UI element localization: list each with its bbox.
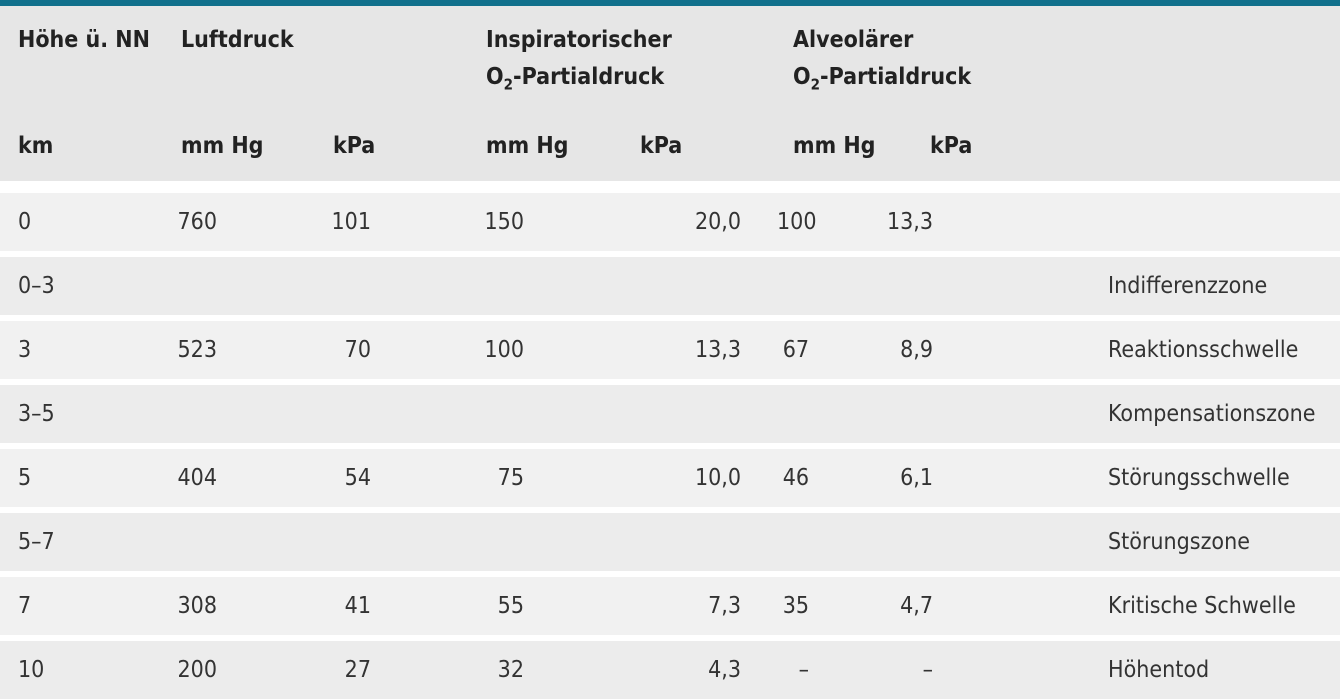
unit-insp-kpa: kPa xyxy=(539,110,778,187)
cell-km: 3–5 xyxy=(0,379,163,443)
cell-zone: Indifferenzzone xyxy=(1048,251,1340,315)
top-accent-bar xyxy=(0,0,1340,6)
unit-pressure-mmhg: mm Hg xyxy=(163,110,263,187)
table-row: 0–3 Indifferenzzone xyxy=(0,251,1340,315)
cell-zone: Kompensationszone xyxy=(1048,379,1340,443)
cell-alv-mmhg: 46 xyxy=(777,443,828,507)
table-row: 3 523 70 100 13,3 67 8,9 Reaktionsschwel… xyxy=(0,315,1340,379)
cell-pressure-mmhg xyxy=(163,251,233,315)
cell-pressure-kpa xyxy=(233,251,471,315)
cell-pressure-kpa: 54 xyxy=(233,443,471,507)
header-height: Höhe ü. NN xyxy=(0,6,163,110)
cell-insp-kpa xyxy=(539,251,778,315)
table-row: 0 760 101 150 20,0 100 13,3 xyxy=(0,187,1340,251)
cell-pressure-kpa xyxy=(233,507,471,571)
header-empty xyxy=(1048,6,1340,110)
cell-alv-mmhg xyxy=(777,507,828,571)
cell-pressure-mmhg: 200 xyxy=(163,635,233,699)
cell-alv-kpa xyxy=(827,251,1049,315)
cell-alv-kpa: 4,7 xyxy=(827,571,1049,635)
header-inspiratory: Inspiratorischer O2-Partialdruck xyxy=(471,6,778,110)
cell-pressure-kpa: 70 xyxy=(233,315,471,379)
unit-insp-mmhg: mm Hg xyxy=(471,110,568,187)
table-row: 3–5 Kompensationszone xyxy=(0,379,1340,443)
cell-zone: Störungszone xyxy=(1048,507,1340,571)
cell-insp-mmhg: 150 xyxy=(471,187,539,251)
cell-insp-kpa: 13,3 xyxy=(539,315,778,379)
cell-zone: Störungsschwelle xyxy=(1048,443,1340,507)
cell-insp-kpa: 4,3 xyxy=(539,635,778,699)
cell-km: 5 xyxy=(0,443,163,507)
cell-alv-mmhg: 35 xyxy=(777,571,828,635)
cell-alv-mmhg xyxy=(777,251,828,315)
cell-pressure-mmhg: 308 xyxy=(163,571,233,635)
cell-zone xyxy=(1048,187,1340,251)
altitude-table: Höhe ü. NN Luftdruck Inspiratorischer O2… xyxy=(0,6,1340,699)
cell-alv-mmhg: – xyxy=(777,635,828,699)
cell-pressure-kpa xyxy=(233,379,471,443)
cell-pressure-mmhg xyxy=(163,507,233,571)
cell-alv-kpa: 13,3 xyxy=(827,187,1049,251)
cell-alv-mmhg: 67 xyxy=(777,315,828,379)
cell-insp-mmhg: 100 xyxy=(471,315,539,379)
header-pressure: Luftdruck xyxy=(163,6,471,110)
cell-alv-kpa: 8,9 xyxy=(827,315,1049,379)
cell-insp-mmhg xyxy=(471,251,539,315)
cell-km: 5–7 xyxy=(0,507,163,571)
cell-alv-kpa xyxy=(827,379,1049,443)
cell-alv-kpa xyxy=(827,507,1049,571)
cell-km: 3 xyxy=(0,315,163,379)
cell-zone: Höhentod xyxy=(1048,635,1340,699)
unit-alv-mmhg: mm Hg xyxy=(777,110,875,187)
cell-pressure-kpa: 27 xyxy=(233,635,471,699)
unit-km: km xyxy=(0,110,163,187)
table-row: 5–7 Störungszone xyxy=(0,507,1340,571)
cell-pressure-mmhg xyxy=(163,379,233,443)
cell-insp-mmhg xyxy=(471,379,539,443)
cell-pressure-kpa: 41 xyxy=(233,571,471,635)
cell-km: 0–3 xyxy=(0,251,163,315)
cell-alv-mmhg: 100 xyxy=(777,187,828,251)
cell-insp-mmhg: 75 xyxy=(471,443,539,507)
cell-alv-kpa: – xyxy=(827,635,1049,699)
cell-alv-kpa: 6,1 xyxy=(827,443,1049,507)
cell-pressure-kpa: 101 xyxy=(233,187,471,251)
unit-pressure-kpa: kPa xyxy=(233,110,471,187)
cell-pressure-mmhg: 523 xyxy=(163,315,233,379)
cell-zone: Kritische Schwelle xyxy=(1048,571,1340,635)
cell-pressure-mmhg: 760 xyxy=(163,187,233,251)
table-row: 7 308 41 55 7,3 35 4,7 Kritische Schwell… xyxy=(0,571,1340,635)
cell-insp-kpa xyxy=(539,379,778,443)
cell-alv-mmhg xyxy=(777,379,828,443)
cell-km: 0 xyxy=(0,187,163,251)
cell-insp-mmhg xyxy=(471,507,539,571)
table-row: 5 404 54 75 10,0 46 6,1 Störungsschwelle xyxy=(0,443,1340,507)
cell-zone: Reaktionsschwelle xyxy=(1048,315,1340,379)
header-alveolar: Alveolärer O2-Partialdruck xyxy=(777,6,1049,110)
cell-insp-kpa xyxy=(539,507,778,571)
cell-insp-kpa: 10,0 xyxy=(539,443,778,507)
table-row: 10 200 27 32 4,3 – – Höhentod xyxy=(0,635,1340,699)
cell-insp-mmhg: 55 xyxy=(471,571,539,635)
cell-insp-kpa: 7,3 xyxy=(539,571,778,635)
cell-insp-kpa: 20,0 xyxy=(539,187,778,251)
cell-km: 10 xyxy=(0,635,163,699)
header-row-units: km mm Hg kPa mm Hg kPa mm Hg kPa xyxy=(0,110,1340,187)
cell-pressure-mmhg: 404 xyxy=(163,443,233,507)
header-row-labels: Höhe ü. NN Luftdruck Inspiratorischer O2… xyxy=(0,6,1340,110)
cell-km: 7 xyxy=(0,571,163,635)
unit-empty xyxy=(1048,110,1340,187)
unit-alv-kpa: kPa xyxy=(827,110,1049,187)
cell-insp-mmhg: 32 xyxy=(471,635,539,699)
